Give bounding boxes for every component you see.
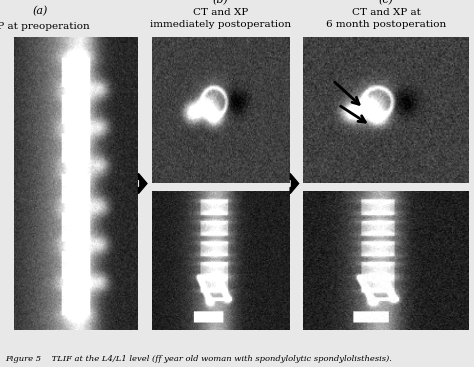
Text: immediately postoperation: immediately postoperation [150,19,291,29]
Text: CT and XP: CT and XP [193,7,248,17]
Text: (a): (a) [33,6,48,17]
Text: (b): (b) [212,0,228,6]
Text: 6 month postoperation: 6 month postoperation [326,19,447,29]
Text: Figure 5    TLIF at the L4/L1 level (ff year old woman with spondylolytic spondy: Figure 5 TLIF at the L4/L1 level (ff yea… [5,355,392,363]
Text: (c): (c) [379,0,394,6]
Text: CT and XP at: CT and XP at [352,7,421,17]
Text: XP at preoperation: XP at preoperation [0,22,90,31]
